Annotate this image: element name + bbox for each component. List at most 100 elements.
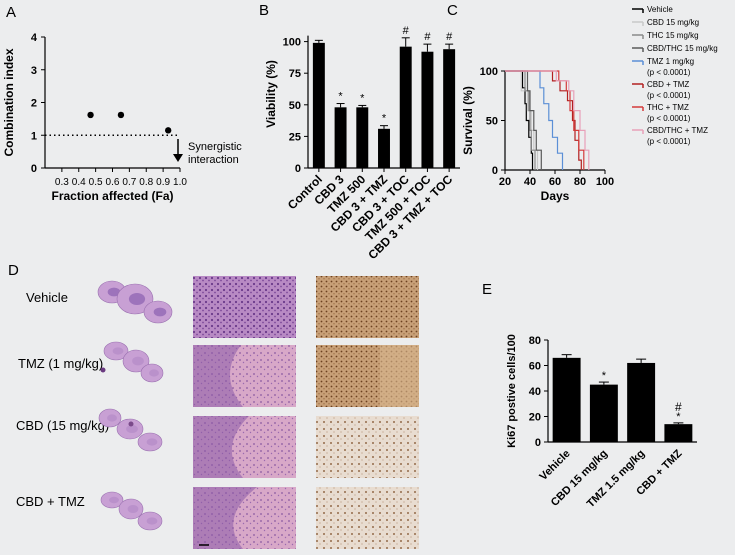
c-x-axis-title: Days	[541, 189, 570, 203]
brain-section-tumor-region	[153, 307, 167, 317]
panel-letter-c: C	[447, 2, 458, 19]
brain-section-tumor-region	[149, 369, 159, 377]
e-y-tick-label: 20	[529, 412, 541, 424]
panel-d-images	[97, 276, 419, 549]
row-label-tmz: TMZ (1 mg/kg)	[18, 356, 104, 371]
a-y-tick-label: 0	[31, 163, 37, 175]
brain-section-tumor-region	[126, 425, 138, 433]
c-x-tick-label: 100	[596, 176, 614, 188]
c-legend-sublabel: (p < 0.0001)	[647, 137, 691, 146]
a-y-axis-title: Combination index	[2, 48, 16, 156]
c-y-tick-label: 0	[492, 165, 498, 177]
he-dense-region	[193, 345, 243, 407]
c-y-tick-label: 50	[486, 116, 498, 128]
a-y-tick-label: 4	[31, 32, 38, 44]
c-series-line	[505, 70, 542, 170]
b-significance-mark: #	[403, 25, 410, 37]
a-x-tick-label: 0.5	[89, 177, 103, 188]
b-bar	[421, 51, 434, 168]
brain-section-tumor-region	[109, 496, 119, 504]
c-legend-sublabel: (p < 0.0001)	[647, 114, 691, 123]
e-bar	[627, 362, 656, 442]
e-significance-mark: *	[676, 411, 681, 423]
a-x-tick-label: 0.6	[106, 177, 120, 188]
b-significance-mark: *	[382, 113, 387, 125]
panel-a-chart: 0 1 2 3 4 0.3 0.4 0.5 0.6 0.7 0.8 0.9 1.0 Combination…	[2, 32, 242, 203]
a-data-point	[87, 111, 94, 119]
b-y-tick-label: 75	[289, 68, 301, 80]
a-x-axis-title: Fraction affected (Fa)	[51, 189, 173, 203]
ki67-ihc-micrograph	[316, 276, 419, 338]
ki67-ihc-micrograph	[316, 416, 419, 478]
panel-letter-e: E	[482, 281, 493, 298]
c-series-line	[505, 70, 564, 170]
c-series-line	[505, 70, 536, 170]
a-y-tick-label: 3	[31, 65, 37, 77]
c-legend-label: THC 15 mg/kg	[647, 31, 699, 40]
ki67-ihc-micrograph	[316, 487, 419, 549]
e-x-tick-label: Vehicle	[537, 448, 572, 483]
brain-section-tumor-region	[132, 356, 144, 366]
brain-section-tumor-region	[107, 287, 121, 297]
b-y-tick-label: 0	[295, 163, 301, 175]
panel-letter-b: B	[259, 2, 270, 19]
c-legend-label: CBD/THC + TMZ	[647, 126, 708, 135]
c-series-line	[505, 70, 582, 170]
b-bar	[312, 42, 325, 168]
he-micrograph	[193, 276, 296, 338]
panel-letter-a: A	[6, 4, 17, 21]
c-legend-label: THC + TMZ	[647, 103, 689, 112]
b-y-tick-label: 25	[289, 131, 301, 143]
c-legend-label: CBD/THC 15 mg/kg	[647, 44, 718, 53]
c-legend-label: TMZ 1 mg/kg	[647, 57, 694, 66]
b-bar	[334, 107, 347, 168]
e-bar	[589, 384, 618, 442]
e-significance-mark-hash: #	[675, 400, 682, 414]
a-x-tick-label: 0.3	[55, 177, 69, 188]
row-label-cbd-tmz: CBD + TMZ	[16, 494, 85, 509]
e-bar	[552, 357, 581, 442]
e-y-tick-label: 60	[529, 361, 541, 373]
a-x-tick-label: 0.8	[139, 177, 153, 188]
c-y-tick-label: 100	[480, 66, 498, 78]
c-series-line	[505, 70, 590, 170]
c-y-axis-title: Survival (%)	[461, 86, 475, 155]
c-x-tick-label: 20	[499, 176, 511, 188]
brain-section-fragment	[100, 367, 106, 373]
b-significance-mark: *	[338, 91, 343, 103]
row-label-vehicle: Vehicle	[26, 290, 68, 305]
a-y-tick-label: 1	[31, 130, 37, 142]
c-legend-sublabel: (p < 0.0001)	[647, 68, 691, 77]
brain-section-fragment	[128, 421, 134, 427]
a-x-tick-label: 0.9	[156, 177, 170, 188]
e-bar	[664, 424, 693, 442]
c-x-tick-label: 80	[574, 176, 586, 188]
a-x-tick-label: 0.4	[72, 177, 86, 188]
c-legend-label: CBD + TMZ	[647, 80, 689, 89]
a-data-point	[164, 127, 172, 134]
c-legend-label: CBD 15 mg/kg	[647, 18, 699, 27]
brain-section-tumor-region	[107, 414, 117, 422]
e-y-tick-label: 40	[529, 386, 541, 398]
b-y-tick-label: 100	[283, 37, 301, 49]
he-dense-region	[193, 416, 249, 478]
brain-section-tumor-region	[127, 505, 139, 513]
b-significance-mark: #	[446, 31, 453, 43]
brain-section-tumor-region	[146, 438, 158, 446]
a-x-tick-label: 1.0	[173, 177, 187, 188]
a-arrow-head	[173, 154, 183, 162]
c-x-tick-label: 40	[524, 176, 536, 188]
brain-section-tumor-region	[146, 517, 158, 525]
e-significance-mark: *	[602, 370, 607, 382]
b-significance-mark: *	[360, 92, 365, 104]
c-x-tick-label: 60	[549, 176, 561, 188]
b-bar	[378, 128, 390, 168]
c-legend-label: Vehicle	[647, 5, 673, 14]
a-annotation-line-2: interaction	[188, 154, 239, 166]
e-y-tick-label: 80	[529, 335, 541, 347]
brain-section-tumor-region	[128, 293, 146, 305]
e-y-axis-title: Ki67 postive cells/100	[506, 334, 518, 448]
